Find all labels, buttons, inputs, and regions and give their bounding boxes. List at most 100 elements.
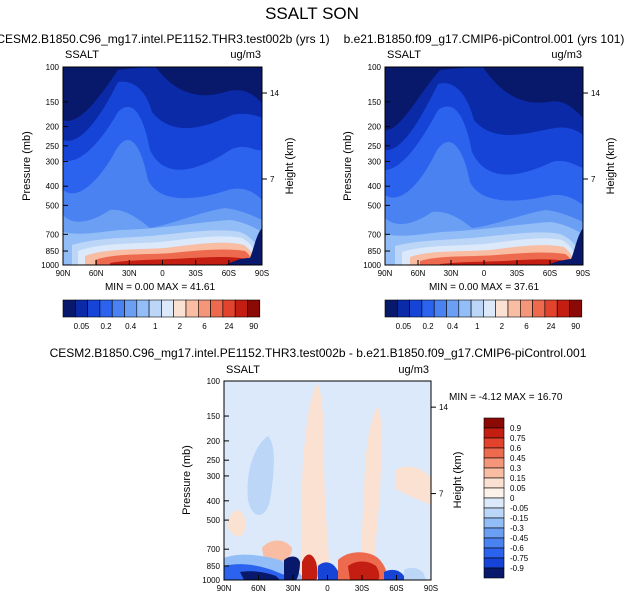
panel-2-y2-axis: 14 7 xyxy=(583,89,600,184)
y-tick-label: 300 xyxy=(207,472,221,481)
diff-field xyxy=(224,381,431,580)
x-tick-label: 30N xyxy=(444,269,459,278)
panel-2-left-label: SSALT xyxy=(387,49,421,61)
x-tick-label: 60S xyxy=(543,269,557,278)
colorbar-swatch xyxy=(136,299,150,318)
colorbar-swatch xyxy=(483,527,505,539)
diff-left-label: SSALT xyxy=(226,364,260,376)
y-tick-label: 400 xyxy=(207,497,221,506)
colorbar-swatch xyxy=(148,299,162,318)
panel-1-y2-axis: 14 7 xyxy=(262,89,279,184)
y2-tick-label: 14 xyxy=(270,89,279,98)
colorbar-swatch xyxy=(124,299,138,318)
colorbar-swatch xyxy=(384,299,398,318)
y-tick-label: 1000 xyxy=(41,261,59,270)
colorbar-swatch xyxy=(495,299,509,318)
y-tick-label: 250 xyxy=(46,142,60,151)
panel-2-minmax: MIN = 0.00 MAX = 37.61 xyxy=(429,282,539,293)
colorbar-label: 2 xyxy=(178,322,183,331)
x-tick-label: 90S xyxy=(255,269,269,278)
panel-2-units: ug/m3 xyxy=(551,49,582,61)
y-tick-label: 100 xyxy=(46,63,60,72)
y-tick-label: 1000 xyxy=(202,576,220,585)
panel-2-y2label: Height (km) xyxy=(605,138,617,195)
panel-1-x-axis: 90N 60N 30N 0 30S 60S 90S xyxy=(56,260,269,278)
diff-title: CESM2.B1850.C96_mg17.intel.PE1152.THR3.t… xyxy=(50,346,587,360)
x-tick-label: 60N xyxy=(411,269,426,278)
colorbar-label: -0.05 xyxy=(510,504,529,513)
y-tick-label: 400 xyxy=(368,182,382,191)
panel-2-field xyxy=(385,67,583,265)
colorbar-swatch xyxy=(507,299,521,318)
colorbar-label: 0.75 xyxy=(510,434,526,443)
y-tick-label: 200 xyxy=(207,437,221,446)
x-tick-label: 90S xyxy=(424,584,438,593)
diff-y-axis: 100 150 200 250 300 400 500 700 850 1000 xyxy=(202,377,229,585)
colorbar-label: 0.6 xyxy=(510,444,522,453)
x-tick-label: 30S xyxy=(355,584,369,593)
colorbar-label: 6 xyxy=(202,322,207,331)
colorbar-swatch xyxy=(409,299,423,318)
colorbar-swatch xyxy=(483,299,496,318)
x-tick-label: 0 xyxy=(325,584,330,593)
colorbar-2: 0.05 0.2 0.4 1 2 6 24 90 xyxy=(384,299,583,331)
colorbar-label: 0.4 xyxy=(447,322,459,331)
y2-tick-label: 7 xyxy=(270,175,275,184)
colorbar-label: 0.3 xyxy=(510,464,522,473)
diff-y2label: Height (km) xyxy=(452,452,464,509)
diff-minmax: MIN = -4.12 MAX = 16.70 xyxy=(449,392,563,403)
colorbar-label: 0.15 xyxy=(510,474,526,483)
colorbar-label: -0.9 xyxy=(510,564,524,573)
x-tick-label: 90N xyxy=(378,269,393,278)
colorbar-label: -0.15 xyxy=(510,514,529,523)
colorbar-label: 0 xyxy=(510,494,515,503)
y2-tick-label: 7 xyxy=(439,490,444,499)
x-tick-label: 30N xyxy=(122,269,137,278)
colorbar-swatch xyxy=(483,487,505,499)
panel-diff: CESM2.B1850.C96_mg17.intel.PE1152.THR3.t… xyxy=(50,346,587,593)
diff-x-axis: 90N 60N 30N 0 30S 60S 90S xyxy=(217,575,438,593)
colorbar-swatch xyxy=(458,299,472,318)
colorbar-swatch xyxy=(483,477,505,489)
colorbar-label: 0.05 xyxy=(510,484,526,493)
y-tick-label: 100 xyxy=(368,63,382,72)
panel-1-field xyxy=(63,67,262,265)
panel-1-ylabel: Pressure (mb) xyxy=(21,131,33,201)
y-tick-label: 850 xyxy=(207,562,221,571)
colorbar-swatch xyxy=(483,447,505,459)
x-tick-label: 0 xyxy=(160,269,165,278)
colorbar-swatch xyxy=(222,299,236,318)
colorbar-label: 0.4 xyxy=(125,322,137,331)
y-tick-label: 150 xyxy=(46,98,60,107)
y-tick-label: 250 xyxy=(368,142,382,151)
y-tick-label: 200 xyxy=(368,123,382,132)
x-tick-label: 90S xyxy=(576,269,590,278)
panel-1-title: CESM2.B1850.C96_mg17.intel.PE1152.THR3.t… xyxy=(0,32,330,46)
colorbar-label: 90 xyxy=(571,322,580,331)
colorbar-swatch xyxy=(247,299,261,318)
colorbar-swatch xyxy=(234,299,248,318)
x-tick-label: 60S xyxy=(222,269,236,278)
x-tick-label: 60S xyxy=(389,584,403,593)
y-tick-label: 200 xyxy=(46,123,60,132)
colorbar-swatch xyxy=(161,299,174,318)
colorbar-swatch xyxy=(446,299,460,318)
y-tick-label: 300 xyxy=(46,157,60,166)
colorbar-swatch xyxy=(173,299,187,318)
y-tick-label: 700 xyxy=(46,230,60,239)
colorbar-swatch xyxy=(556,299,570,318)
colorbar-label: 2 xyxy=(500,322,505,331)
panel-1-minmax: MIN = 0.00 MAX = 41.61 xyxy=(105,282,215,293)
colorbar-swatch xyxy=(483,467,505,479)
colorbar-swatch xyxy=(483,567,505,579)
colorbar-label: -0.6 xyxy=(510,544,524,553)
y-tick-label: 400 xyxy=(46,182,60,191)
x-tick-label: 0 xyxy=(482,269,487,278)
colorbar-swatch xyxy=(483,507,505,519)
y2-tick-label: 14 xyxy=(591,89,600,98)
colorbar-swatch xyxy=(210,299,224,318)
colorbar-swatch xyxy=(185,299,199,318)
panel-1-left-label: SSALT xyxy=(65,49,99,61)
colorbar-label: -0.75 xyxy=(510,554,529,563)
